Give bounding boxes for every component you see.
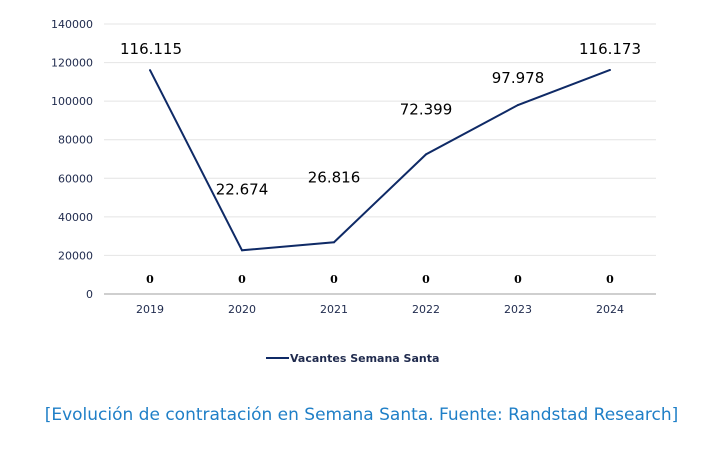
y-tick-label: 60000 — [58, 172, 93, 185]
data-label: 97.978 — [492, 69, 545, 87]
data-label: 116.115 — [120, 40, 182, 58]
zero-label: 0 — [606, 273, 614, 286]
y-tick-label: 0 — [86, 288, 93, 301]
x-tick-label: 2021 — [320, 303, 348, 316]
legend-label: Vacantes Semana Santa — [290, 352, 439, 365]
data-label: 116.173 — [579, 40, 641, 58]
y-tick-label: 140000 — [51, 18, 93, 31]
line-chart: 0 20000 40000 60000 80000 100000 120000 140000 2… — [51, 18, 656, 365]
series-line — [149, 69, 611, 252]
chart-caption: [Evolución de contratación en Semana San… — [44, 405, 679, 425]
y-tick-label: 100000 — [51, 95, 93, 108]
x-tick-label: 2024 — [596, 303, 624, 316]
x-tick-label: 2019 — [136, 303, 164, 316]
data-point — [517, 104, 519, 107]
y-tick-label: 80000 — [58, 134, 93, 147]
zero-label: 0 — [422, 273, 430, 286]
data-label: 72.399 — [400, 100, 453, 118]
zero-label: 0 — [514, 273, 522, 286]
data-point — [425, 153, 427, 156]
zero-label: 0 — [146, 273, 154, 286]
x-tick-label: 2022 — [412, 303, 440, 316]
data-point — [609, 68, 611, 71]
x-tick-label: 2023 — [504, 303, 532, 316]
zero-label: 0 — [330, 273, 338, 286]
data-point — [333, 241, 335, 244]
data-label: 26.816 — [308, 168, 361, 186]
x-tick-label: 2020 — [228, 303, 256, 316]
y-tick-label: 20000 — [58, 249, 93, 262]
zero-label: 0 — [238, 273, 246, 286]
data-point — [241, 249, 243, 252]
y-tick-label: 40000 — [58, 211, 93, 224]
y-tick-label: 120000 — [51, 57, 93, 70]
data-label: 22.674 — [216, 180, 269, 198]
data-point — [149, 69, 151, 72]
